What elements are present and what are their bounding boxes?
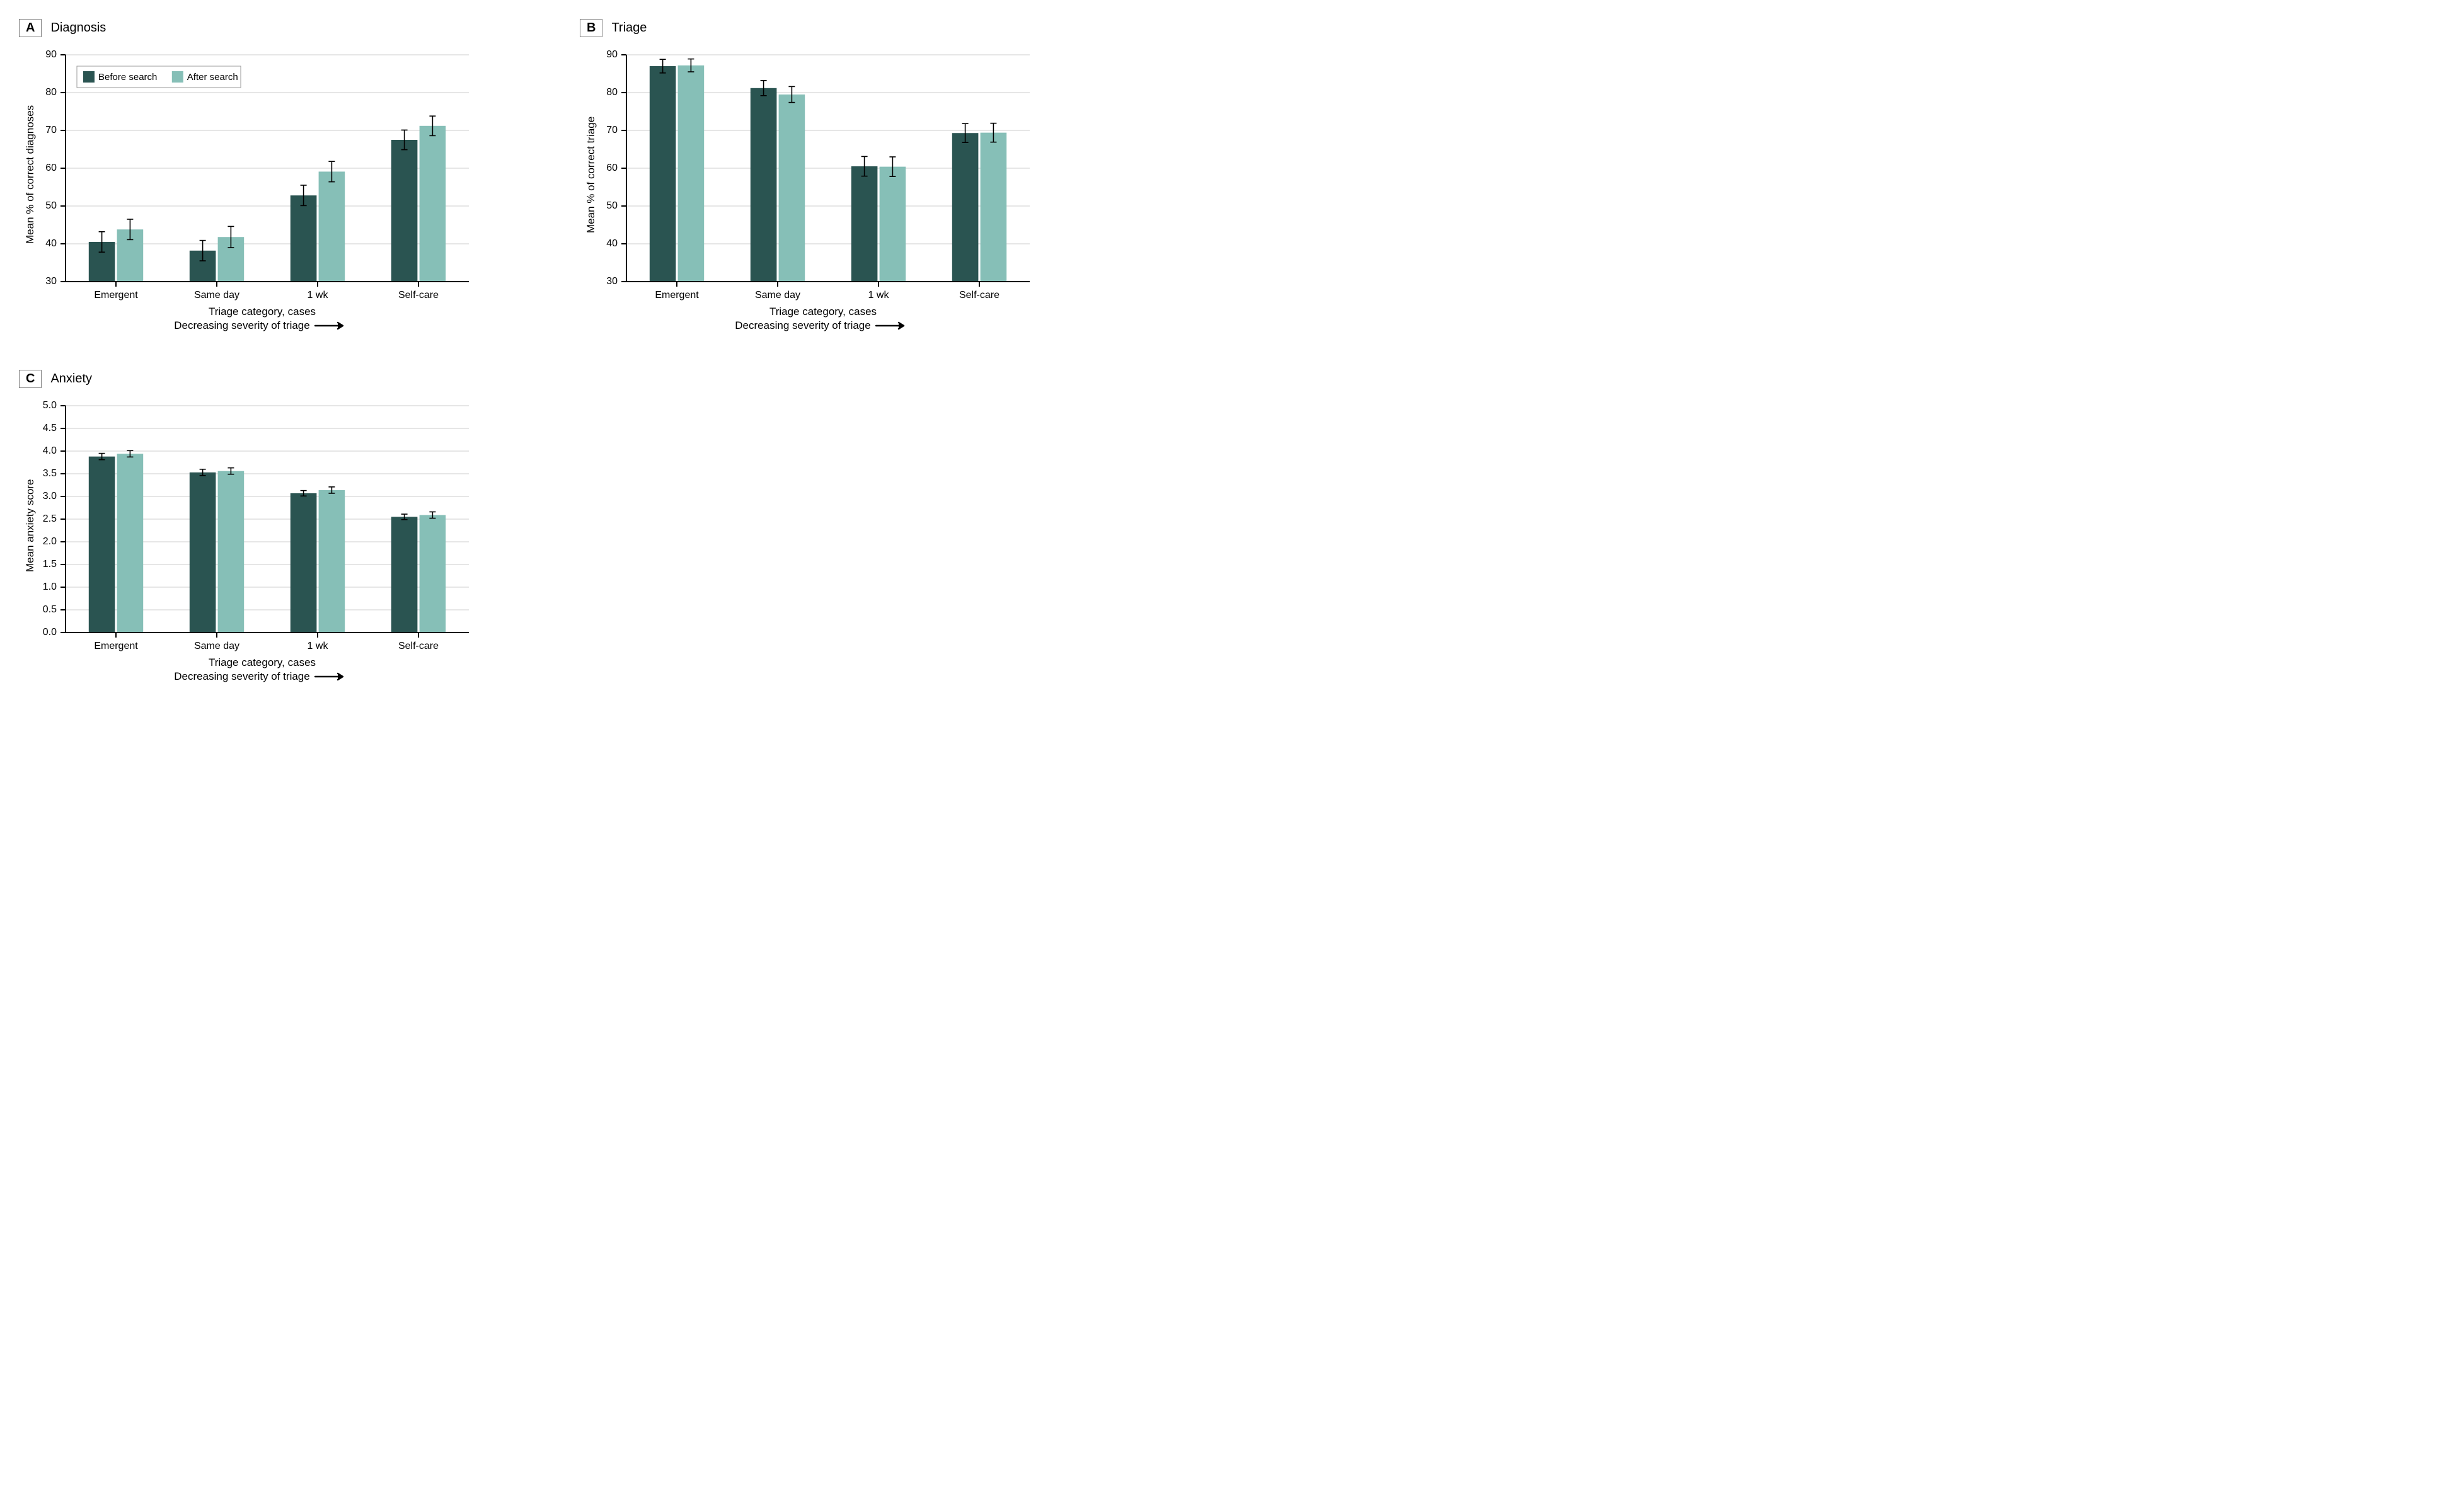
bar — [420, 126, 446, 282]
bar — [291, 195, 317, 282]
bar — [751, 88, 777, 282]
y-tick-label: 5.0 — [43, 400, 57, 411]
y-axis-label: Mean anxiety score — [19, 397, 37, 654]
y-tick-label: 2.0 — [43, 536, 57, 547]
y-tick-label: 40 — [606, 238, 618, 249]
x-tick-label: Self-care — [398, 641, 439, 651]
x-axis-label: Triage category, cases — [60, 306, 464, 318]
panel-b: B Triage Mean % of correct triage 30 40 50 60 7… — [580, 19, 1090, 332]
y-tick-label: 30 — [45, 276, 57, 287]
y-tick-label: 50 — [45, 200, 57, 211]
bar — [218, 471, 245, 633]
x-tick-label: Same day — [194, 290, 239, 301]
severity-arrow-label: Decreasing severity of triage — [60, 670, 464, 683]
y-tick-label: 70 — [606, 125, 618, 135]
bar — [89, 457, 115, 633]
y-tick-label: 50 — [606, 200, 618, 211]
x-tick-label: 1 wk — [308, 290, 329, 301]
y-tick-label: 4.0 — [43, 445, 57, 456]
chart-svg: 0.0 0.5 1.0 1.5 2.0 2.5 3.0 3.5 4.0 4.5 5.0 Emergen… — [37, 397, 475, 654]
y-tick-label: 80 — [606, 87, 618, 98]
x-tick-label: Same day — [194, 641, 239, 651]
y-tick-label: 3.0 — [43, 491, 57, 501]
panel-grid: A Diagnosis Mean % of correct diagnoses 30 4… — [19, 19, 1090, 683]
bar — [981, 133, 1007, 282]
bar — [391, 517, 418, 633]
bar — [291, 493, 317, 633]
chart-svg: 30 40 50 60 70 80 90 Emergent Same day 1 wk Self-c… — [597, 46, 1036, 303]
x-tick-label: Emergent — [94, 641, 138, 651]
x-axis-label: Triage category, cases — [60, 656, 464, 669]
bar — [779, 94, 805, 282]
y-tick-label: 80 — [45, 87, 57, 98]
legend-label: After search — [187, 72, 238, 83]
y-tick-label: 3.5 — [43, 468, 57, 479]
bar — [190, 472, 216, 633]
legend-swatch — [83, 71, 95, 83]
y-tick-label: 1.0 — [43, 581, 57, 592]
y-axis-label: Mean % of correct triage — [580, 46, 597, 303]
bar — [420, 515, 446, 633]
panel-a: A Diagnosis Mean % of correct diagnoses 30 4… — [19, 19, 529, 332]
x-tick-label: Self-care — [398, 290, 439, 301]
x-tick-label: Emergent — [655, 290, 699, 301]
panel-letter: A — [19, 19, 42, 37]
y-tick-label: 1.5 — [43, 559, 57, 570]
x-tick-label: Same day — [755, 290, 800, 301]
bar — [880, 167, 906, 282]
legend-swatch — [172, 71, 183, 83]
x-tick-label: 1 wk — [308, 641, 329, 651]
x-tick-label: Self-care — [959, 290, 999, 301]
arrow-right-icon — [876, 321, 911, 330]
arrow-right-icon — [315, 321, 350, 330]
y-tick-label: 60 — [45, 163, 57, 173]
bar — [851, 166, 878, 282]
y-tick-label: 90 — [45, 49, 57, 60]
panel-title: Anxiety — [50, 372, 92, 386]
bar — [117, 454, 144, 633]
bar — [319, 171, 345, 282]
panel-letter: B — [580, 19, 602, 37]
bar — [650, 66, 676, 282]
bar — [319, 490, 345, 633]
panel-c: C Anxiety Mean anxiety score 0.0 0.5 1.0 1.5 2.… — [19, 370, 529, 683]
y-tick-label: 4.5 — [43, 423, 57, 433]
panel-title: Triage — [611, 21, 647, 35]
x-axis-label: Triage category, cases — [621, 306, 1025, 318]
y-tick-label: 2.5 — [43, 513, 57, 524]
severity-arrow-label: Decreasing severity of triage — [621, 319, 1025, 332]
legend-label: Before search — [98, 72, 157, 83]
y-tick-label: 40 — [45, 238, 57, 249]
y-axis-label: Mean % of correct diagnoses — [19, 46, 37, 303]
panel-title: Diagnosis — [50, 21, 106, 35]
chart-svg: 30 40 50 60 70 80 90 Emergent Same day 1 wk Self-c… — [37, 46, 475, 303]
x-tick-label: 1 wk — [868, 290, 890, 301]
panel-header: A Diagnosis — [19, 19, 529, 37]
bar — [678, 66, 705, 282]
arrow-right-icon — [315, 672, 350, 681]
y-tick-label: 90 — [606, 49, 618, 60]
severity-arrow-label: Decreasing severity of triage — [60, 319, 464, 332]
panel-header: B Triage — [580, 19, 1090, 37]
bar — [952, 133, 979, 282]
y-tick-label: 70 — [45, 125, 57, 135]
bar — [391, 140, 418, 282]
panel-letter: C — [19, 370, 42, 388]
y-tick-label: 30 — [606, 276, 618, 287]
panel-header: C Anxiety — [19, 370, 529, 388]
y-tick-label: 0.5 — [43, 604, 57, 615]
y-tick-label: 0.0 — [43, 627, 57, 638]
y-tick-label: 60 — [606, 163, 618, 173]
x-tick-label: Emergent — [94, 290, 138, 301]
